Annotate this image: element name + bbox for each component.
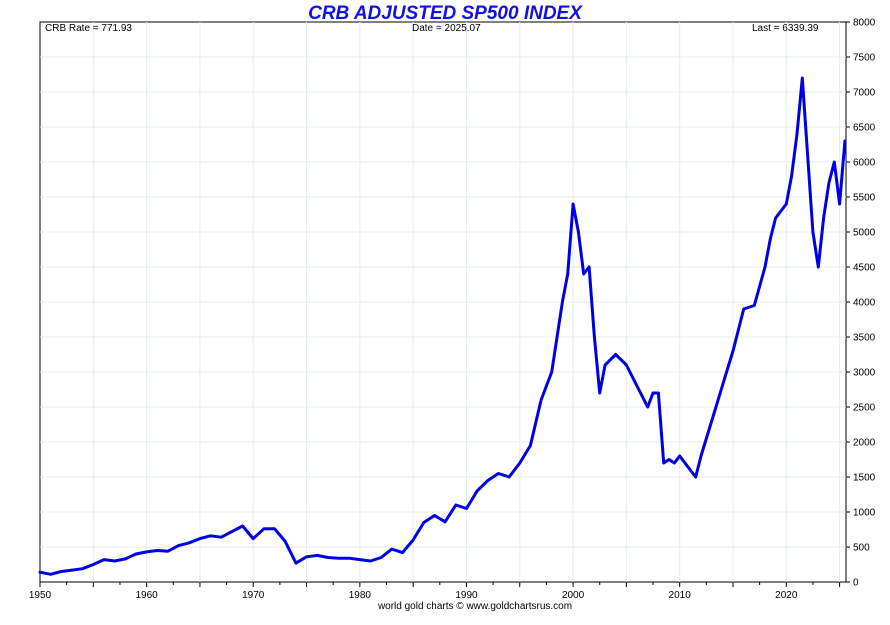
y-tick-label: 500 [853, 543, 870, 554]
x-tick-label: 1990 [455, 590, 478, 601]
y-tick-label: 8000 [853, 18, 876, 29]
x-tick-label: 2020 [775, 590, 798, 601]
y-tick-label: 7000 [853, 88, 876, 99]
y-tick-label: 1000 [853, 508, 876, 519]
x-tick-label: 2000 [562, 590, 585, 601]
x-tick-label: 1950 [29, 590, 52, 601]
y-tick-label: 1500 [853, 473, 876, 484]
y-tick-label: 4500 [853, 263, 876, 274]
y-tick-labels: 0 500 1000 1500 2000 2500 3000 3500 4000 4500 5000… [853, 18, 876, 589]
y-tick-label: 7500 [853, 53, 876, 64]
y-tick-label: 5000 [853, 228, 876, 239]
series-line [38, 76, 847, 576]
x-tick-label: 2010 [669, 590, 692, 601]
y-tick-label: 3500 [853, 333, 876, 344]
y-tick-label: 0 [853, 578, 859, 589]
credit-text: world gold charts © www.goldchartsrus.co… [377, 601, 573, 612]
y-tick-label: 2500 [853, 403, 876, 414]
chart-title: CRB ADJUSTED SP500 INDEX [308, 3, 582, 24]
x-tick-label: 1970 [242, 590, 265, 601]
date-label: Date = 2025.07 [412, 23, 481, 34]
last-value-label: Last = 6339.39 [752, 23, 819, 34]
y-tick-label: 6500 [853, 123, 876, 134]
y-tick-label: 6000 [853, 158, 876, 169]
y-tick-label: 2000 [853, 438, 876, 449]
crb-rate-label: CRB Rate = 771.93 [45, 23, 132, 34]
y-tick-label: 4000 [853, 298, 876, 309]
x-tick-label: 1960 [135, 590, 158, 601]
axis-ticks [39, 21, 850, 587]
x-tick-label: 1980 [349, 590, 372, 601]
y-tick-label: 5500 [853, 193, 876, 204]
x-tick-labels: 1950 1960 1970 1980 1990 2000 2010 2020 [29, 590, 798, 601]
y-tick-label: 3000 [853, 368, 876, 379]
grid [40, 22, 846, 582]
